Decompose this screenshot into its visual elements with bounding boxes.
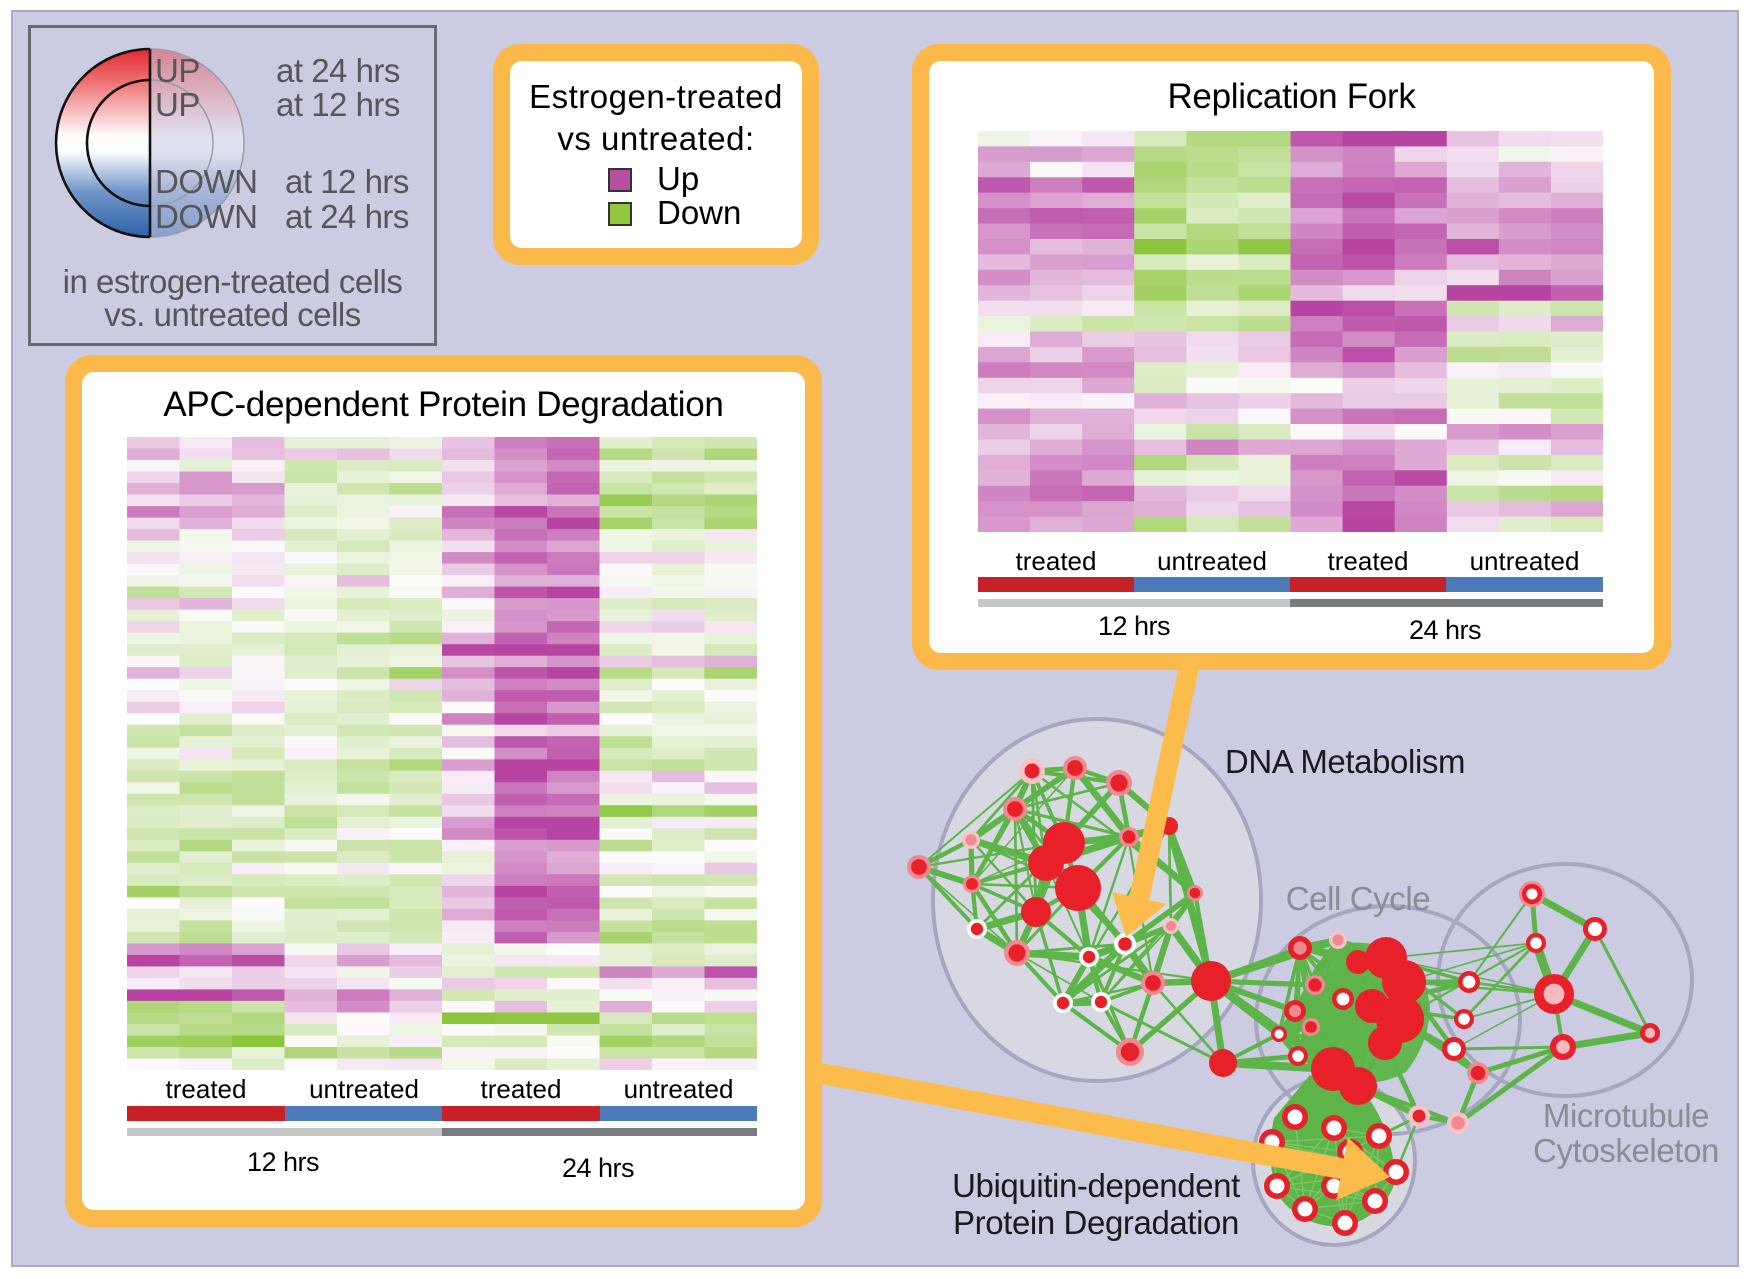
- svg-text:Cytoskeleton: Cytoskeleton: [1533, 1132, 1719, 1169]
- svg-text:Microtubule: Microtubule: [1543, 1097, 1709, 1134]
- svg-text:Protein Degradation: Protein Degradation: [953, 1204, 1239, 1241]
- svg-text:Cell Cycle: Cell Cycle: [1286, 880, 1431, 917]
- svg-text:DNA Metabolism: DNA Metabolism: [1225, 743, 1465, 780]
- svg-text:Ubiquitin-dependent: Ubiquitin-dependent: [952, 1167, 1240, 1204]
